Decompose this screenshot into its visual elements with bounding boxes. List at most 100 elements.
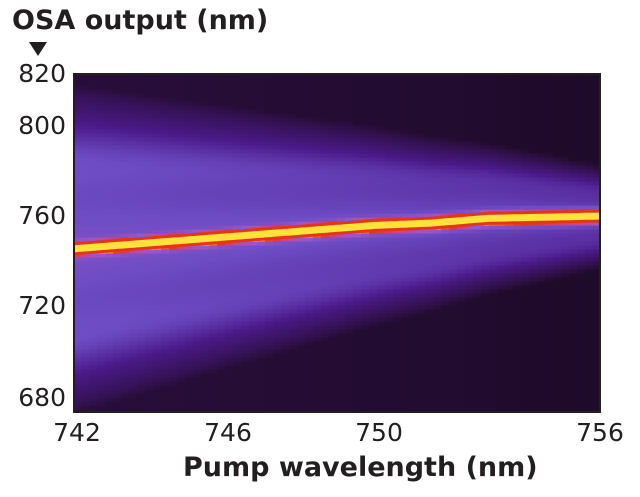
heatmap-cell [129,389,138,394]
heatmap-cell [265,365,274,370]
heatmap-cell [425,269,434,274]
heatmap-cell [297,301,306,306]
heatmap-cell [473,101,482,106]
heatmap-cell [457,77,466,82]
heatmap-cell [425,193,434,198]
heatmap-cell [521,101,530,106]
heatmap-cell [361,301,370,306]
heatmap-cell [505,289,514,294]
heatmap-cell [513,361,522,366]
heatmap-cell [481,289,490,294]
heatmap-cell [369,109,378,114]
heatmap-cell [401,269,410,274]
heatmap-cell [401,253,410,258]
heatmap-cell [177,101,186,106]
heatmap-cell [305,265,314,270]
heatmap-cell [121,333,130,338]
heatmap-cell [537,313,546,318]
heatmap-cell [425,209,434,214]
heatmap-cell [233,209,242,214]
heatmap-cell [233,309,242,314]
heatmap-cell [113,85,122,90]
heatmap-cell [401,353,410,358]
heatmap-cell [449,141,458,146]
heatmap-cell [393,401,402,406]
heatmap-cell [401,377,410,382]
heatmap-cell [353,117,362,122]
heatmap-cell [377,345,386,350]
heatmap-cell [313,349,322,354]
heatmap-cell [353,369,362,374]
heatmap-cell [353,281,362,286]
heatmap-cell [329,273,338,278]
heatmap-cell [489,389,498,394]
heatmap-cell [481,181,490,186]
heatmap-cell [401,145,410,150]
heatmap-cell [449,345,458,350]
heatmap-cell [473,285,482,290]
heatmap-cell [305,205,314,210]
heatmap-cell [369,305,378,310]
heatmap-cell [465,121,474,126]
heatmap-cell [233,373,242,378]
heatmap-cell [73,185,82,190]
heatmap-cell [217,89,226,94]
heatmap-cell [113,177,122,182]
heatmap-cell [113,121,122,126]
heatmap-cell [329,253,338,258]
heatmap-cell [73,201,82,206]
heatmap-cell [337,93,346,98]
heatmap-cell [481,77,490,82]
heatmap-cell [417,301,426,306]
heatmap-cell [113,209,122,214]
heatmap-cell [377,197,386,202]
heatmap-cell [265,197,274,202]
heatmap-cell [329,165,338,170]
heatmap-cell [153,257,162,262]
heatmap-cell [169,73,178,78]
heatmap-cell [393,273,402,278]
heatmap-cell [449,325,458,330]
heatmap-cell [137,333,146,338]
heatmap-cell [81,77,90,82]
heatmap-cell [345,125,354,130]
heatmap-cell [289,285,298,290]
heatmap-cell [409,117,418,122]
heatmap-cell [465,201,474,206]
heatmap-cell [337,209,346,214]
heatmap-cell [161,73,170,78]
heatmap-cell [465,389,474,394]
heatmap-cell [361,349,370,354]
heatmap-cell [441,397,450,402]
heatmap-cell [249,101,258,106]
heatmap-cell [361,89,370,94]
heatmap-cell [161,329,170,334]
heatmap-cell [81,133,90,138]
heatmap-cell [193,325,202,330]
heatmap-cell [201,329,210,334]
heatmap-cell [497,345,506,350]
heatmap-cell [289,149,298,154]
heatmap-cell [289,377,298,382]
heatmap-cell [73,213,82,218]
heatmap-cell [153,201,162,206]
heatmap-cell [457,237,466,242]
heatmap-cell [113,393,122,398]
heatmap-cell [393,241,402,246]
heatmap-cell [441,229,450,234]
heatmap-cell [393,117,402,122]
heatmap-cell [521,133,530,138]
heatmap-cell [297,177,306,182]
heatmap-cell [201,169,210,174]
heatmap-cell [73,229,82,234]
heatmap-cell [217,369,226,374]
heatmap-cell [513,261,522,266]
heatmap-cell [241,177,250,182]
heatmap-cell [137,377,146,382]
heatmap-cell [417,81,426,86]
heatmap-cell [273,209,282,214]
heatmap-cell [289,173,298,178]
heatmap-cell [233,181,242,186]
heatmap-cell [89,89,98,94]
heatmap-cell [169,285,178,290]
